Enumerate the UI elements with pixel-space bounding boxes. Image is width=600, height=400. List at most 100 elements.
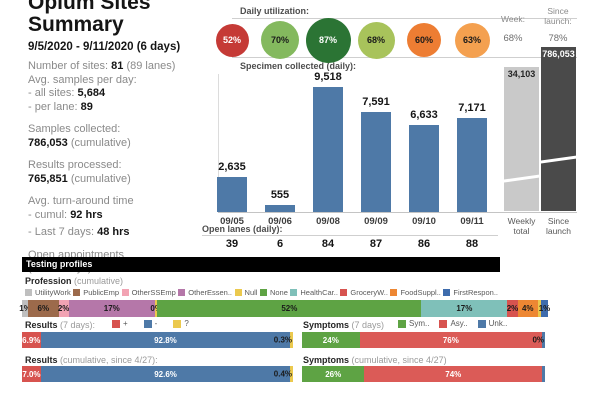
open-lanes-value: 87 [369,238,383,250]
legend-item: OtherSSEmp [121,288,176,297]
segment-label: 76% [442,335,459,345]
legend-label: Null [244,288,258,297]
legend-item: PublicEmp [73,288,119,297]
bar-segment: 1% [539,300,550,317]
legend-label: Asy.. [450,319,468,328]
bar-segment: 1% [19,300,31,317]
segment-label: 6.9% [22,335,41,345]
segment-label: 24% [322,335,339,345]
legend-swatch [439,319,448,328]
turnaround-week: - Last 7 days: 48 hrs [28,226,130,238]
legend-item: + [112,319,128,328]
segment-label: 17% [103,304,120,313]
utilization-rule [232,18,577,19]
profession-bar: 1% 6% 2% 17% 0% 52% 17% 2% 4% 1% [19,300,550,317]
legend-label: FirstRespon.. [453,288,498,297]
open-lanes-value: 39 [225,238,239,250]
per-lane-line: - per lane: 89 [28,100,93,113]
title-line2: Summary [28,13,124,36]
open-lanes-title: Open lanes (daily): [202,224,283,234]
legend-label: Sym.. [409,319,430,328]
specimen-bar-date: 09/09 [364,216,388,227]
segment-label: 2% [506,304,519,313]
legend-item: Unk.. [477,319,507,328]
specimen-bar [265,205,295,212]
segment-label: 2% [57,304,70,313]
utilization-title: Daily utilization: [240,6,310,16]
symptoms-cum-bar: 26% 74% [302,366,545,382]
results-cum-bar: 7.0% 92.6% 0.4% [22,366,293,382]
utilization-circle: 87% [305,17,351,63]
axis-break [504,173,539,184]
bar-segment: 74% [364,366,543,382]
legend-label: + [123,319,128,328]
legend-swatch [178,289,186,296]
utilization-circle: 63% [454,22,490,58]
open-lanes-rule [202,235,498,236]
legend-swatch [340,289,348,296]
bar-segment: 24% [302,332,360,348]
y-axis-line [218,74,219,212]
symptoms-cum-title: Symptoms (cumulative, since 4/27) [303,355,447,365]
legend-label: OtherSSEmp [131,288,176,297]
page-title: Opium Sites Summary [28,0,228,36]
open-lanes-value: 6 [276,238,284,250]
legend-swatch [173,319,182,328]
bar-segment [290,366,293,382]
open-lanes-value: 88 [465,238,479,250]
legend-item: Asy.. [439,319,468,328]
since-launch-bar-value: 786,053 [542,49,575,59]
bar-segment: 92.8% [40,332,291,348]
specimen-bar-date: 09/11 [460,216,484,227]
specimen-bar-value: 555 [270,189,290,201]
legend-swatch [477,319,486,328]
segment-label: 7.0% [22,369,41,379]
specimen-bar [313,87,343,212]
bar-segment [290,332,293,348]
legend-swatch [25,289,32,296]
legend-swatch [112,319,120,328]
weekly-total-bar-caption: Weekly total [507,216,536,236]
legend-item: UtilityWork [25,288,71,297]
segment-label: 1% [19,304,31,313]
segment-label: 4% [521,304,534,313]
specimen-bar-date: 09/08 [316,216,340,227]
utilization-circle: 52% [215,23,249,57]
segment-label: 17% [456,304,473,313]
legend-label: - [154,319,158,328]
since-launch-bar: 786,053 [541,47,576,211]
results-processed-label: Results processed: [28,159,122,171]
utilization-circle: 60% [407,23,441,57]
legend-item: GroceryW.. [340,288,388,297]
legend-label: ? [184,319,189,328]
title-line1: Opium Sites [28,0,151,14]
symptoms7-legend: Sym.. Asy.. Unk.. [398,319,507,328]
legend-item: ? [173,319,189,328]
testing-profiles-header: Testing profiles [22,257,500,272]
specimen-bar [361,112,391,212]
specimen-bar-value: 6,633 [410,109,438,121]
specimen-rule [232,57,577,58]
bar-segment [542,332,545,348]
bar-segment: 26% [302,366,365,382]
segment-label: 26% [325,369,342,379]
week-label: Week: [501,14,525,24]
legend-swatch [398,319,406,328]
bar-segment: 2% [506,300,519,317]
legend-item: OtherEssen.. [178,288,232,297]
legend-item: Sym.. [398,319,429,328]
bar-segment: 92.6% [40,366,291,382]
legend-item: FoodSuppl.. [390,288,441,297]
end-label: 0.4% [273,369,292,379]
legend-item: HealthCar.. [290,288,338,297]
legend-label: None [269,288,288,297]
symptoms7-title: Symptoms (7 days) [303,320,385,330]
sites-line: Number of sites: 81 (89 lanes) [28,60,176,72]
segment-label: 92.8% [154,335,177,345]
results-processed-value: 765,851 (cumulative) [28,172,131,185]
specimen-bar [217,177,247,212]
axis-break [541,154,576,165]
bar-segment: 4% [517,300,538,317]
results7-bar: 6.9% 92.8% 0.3% [22,332,293,348]
